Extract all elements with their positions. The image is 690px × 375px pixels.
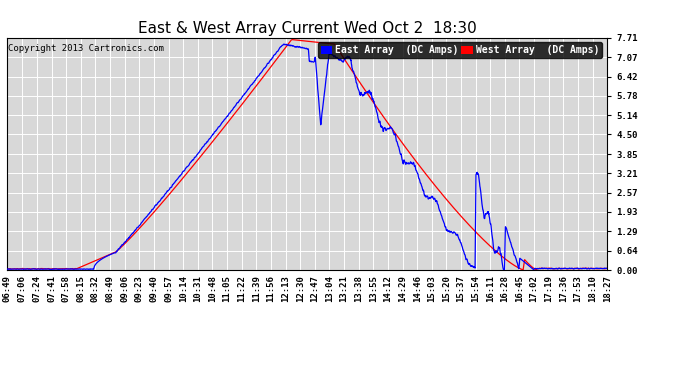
Legend: East Array  (DC Amps), West Array  (DC Amps): East Array (DC Amps), West Array (DC Amp… — [317, 42, 602, 58]
Title: East & West Array Current Wed Oct 2  18:30: East & West Array Current Wed Oct 2 18:3… — [138, 21, 476, 36]
Text: Copyright 2013 Cartronics.com: Copyright 2013 Cartronics.com — [8, 45, 164, 54]
